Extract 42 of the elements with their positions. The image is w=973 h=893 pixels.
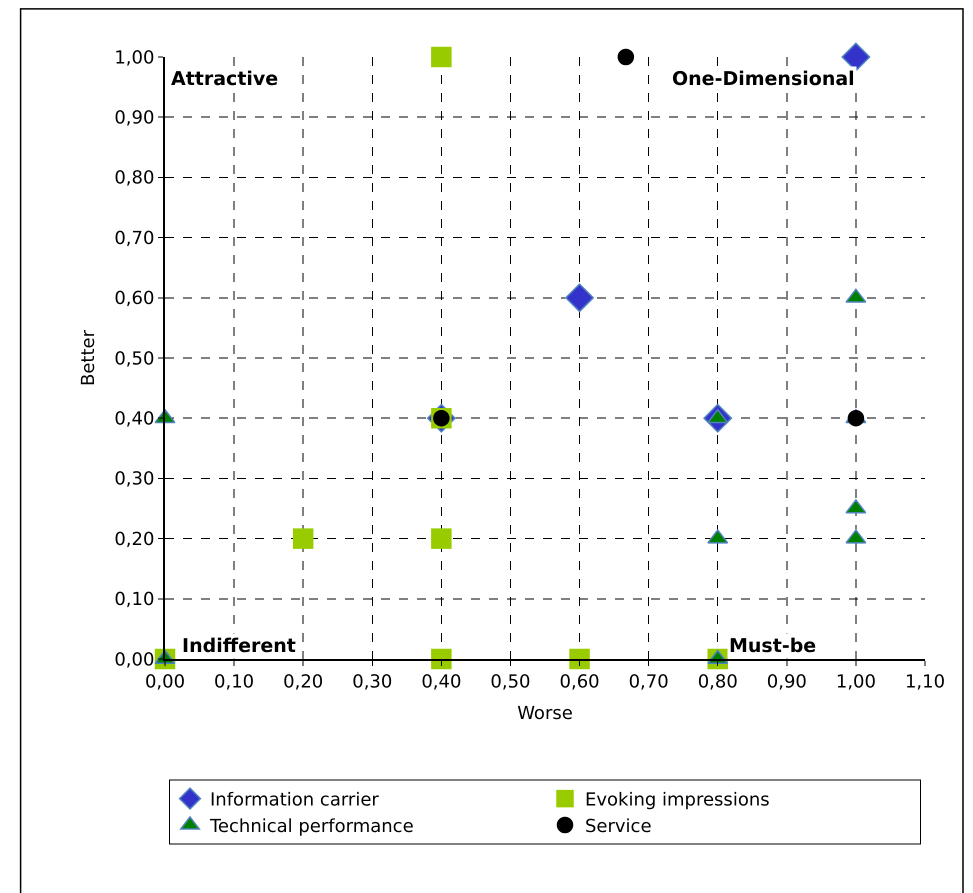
legend-label: Information carrier [210, 790, 380, 811]
y-tick-label: 1,00 [114, 47, 154, 68]
y-tick-label: 0,30 [114, 468, 154, 490]
point [431, 648, 452, 670]
y-tick-label: 0,80 [114, 168, 154, 189]
y-tick-label: 0,60 [114, 288, 154, 310]
x-tick-label: 1,00 [836, 672, 876, 693]
point [842, 42, 870, 72]
x-tick-label: 0,20 [283, 672, 324, 693]
x-tick-label: 0,10 [214, 672, 254, 693]
x-tick-label: 0,50 [490, 672, 530, 693]
y-tick-label: 0,40 [114, 408, 154, 430]
y-tick-label: 0,70 [114, 228, 154, 249]
x-tick-label: 0,00 [144, 672, 186, 693]
annotation: Must-be [729, 635, 816, 657]
annotation: Attractive [171, 68, 278, 90]
legend-label: Evoking impressions [585, 790, 770, 811]
point [292, 528, 314, 549]
x-axis-title: Worse [517, 703, 573, 724]
point [569, 648, 590, 670]
point [848, 410, 864, 426]
annotation: Indifferent [182, 635, 296, 657]
y-tick-label: 0,50 [114, 348, 154, 370]
x-tick-label: 0,30 [352, 672, 392, 693]
x-tick-label: 1,10 [904, 672, 946, 693]
x-tick-label: 0,90 [766, 672, 807, 693]
y-axis-title: Better [78, 329, 100, 386]
x-tick-label: 0,60 [560, 672, 600, 693]
y-tick-label: 0,20 [114, 528, 154, 550]
point [618, 48, 634, 66]
point [565, 283, 594, 312]
y-tick-label: 0,90 [114, 108, 154, 128]
y-tick-label: 0,10 [114, 589, 154, 610]
legend-label: Technical performance [209, 816, 414, 838]
x-tick-label: 0,70 [628, 672, 669, 693]
point [431, 528, 452, 549]
point [431, 46, 452, 68]
y-tick-label: 0,00 [114, 649, 154, 670]
x-tick-label: 0,40 [421, 672, 462, 693]
annotation: One-Dimensional [672, 68, 855, 90]
legend-label: Service [585, 816, 652, 838]
x-tick-label: 0,80 [698, 672, 738, 693]
